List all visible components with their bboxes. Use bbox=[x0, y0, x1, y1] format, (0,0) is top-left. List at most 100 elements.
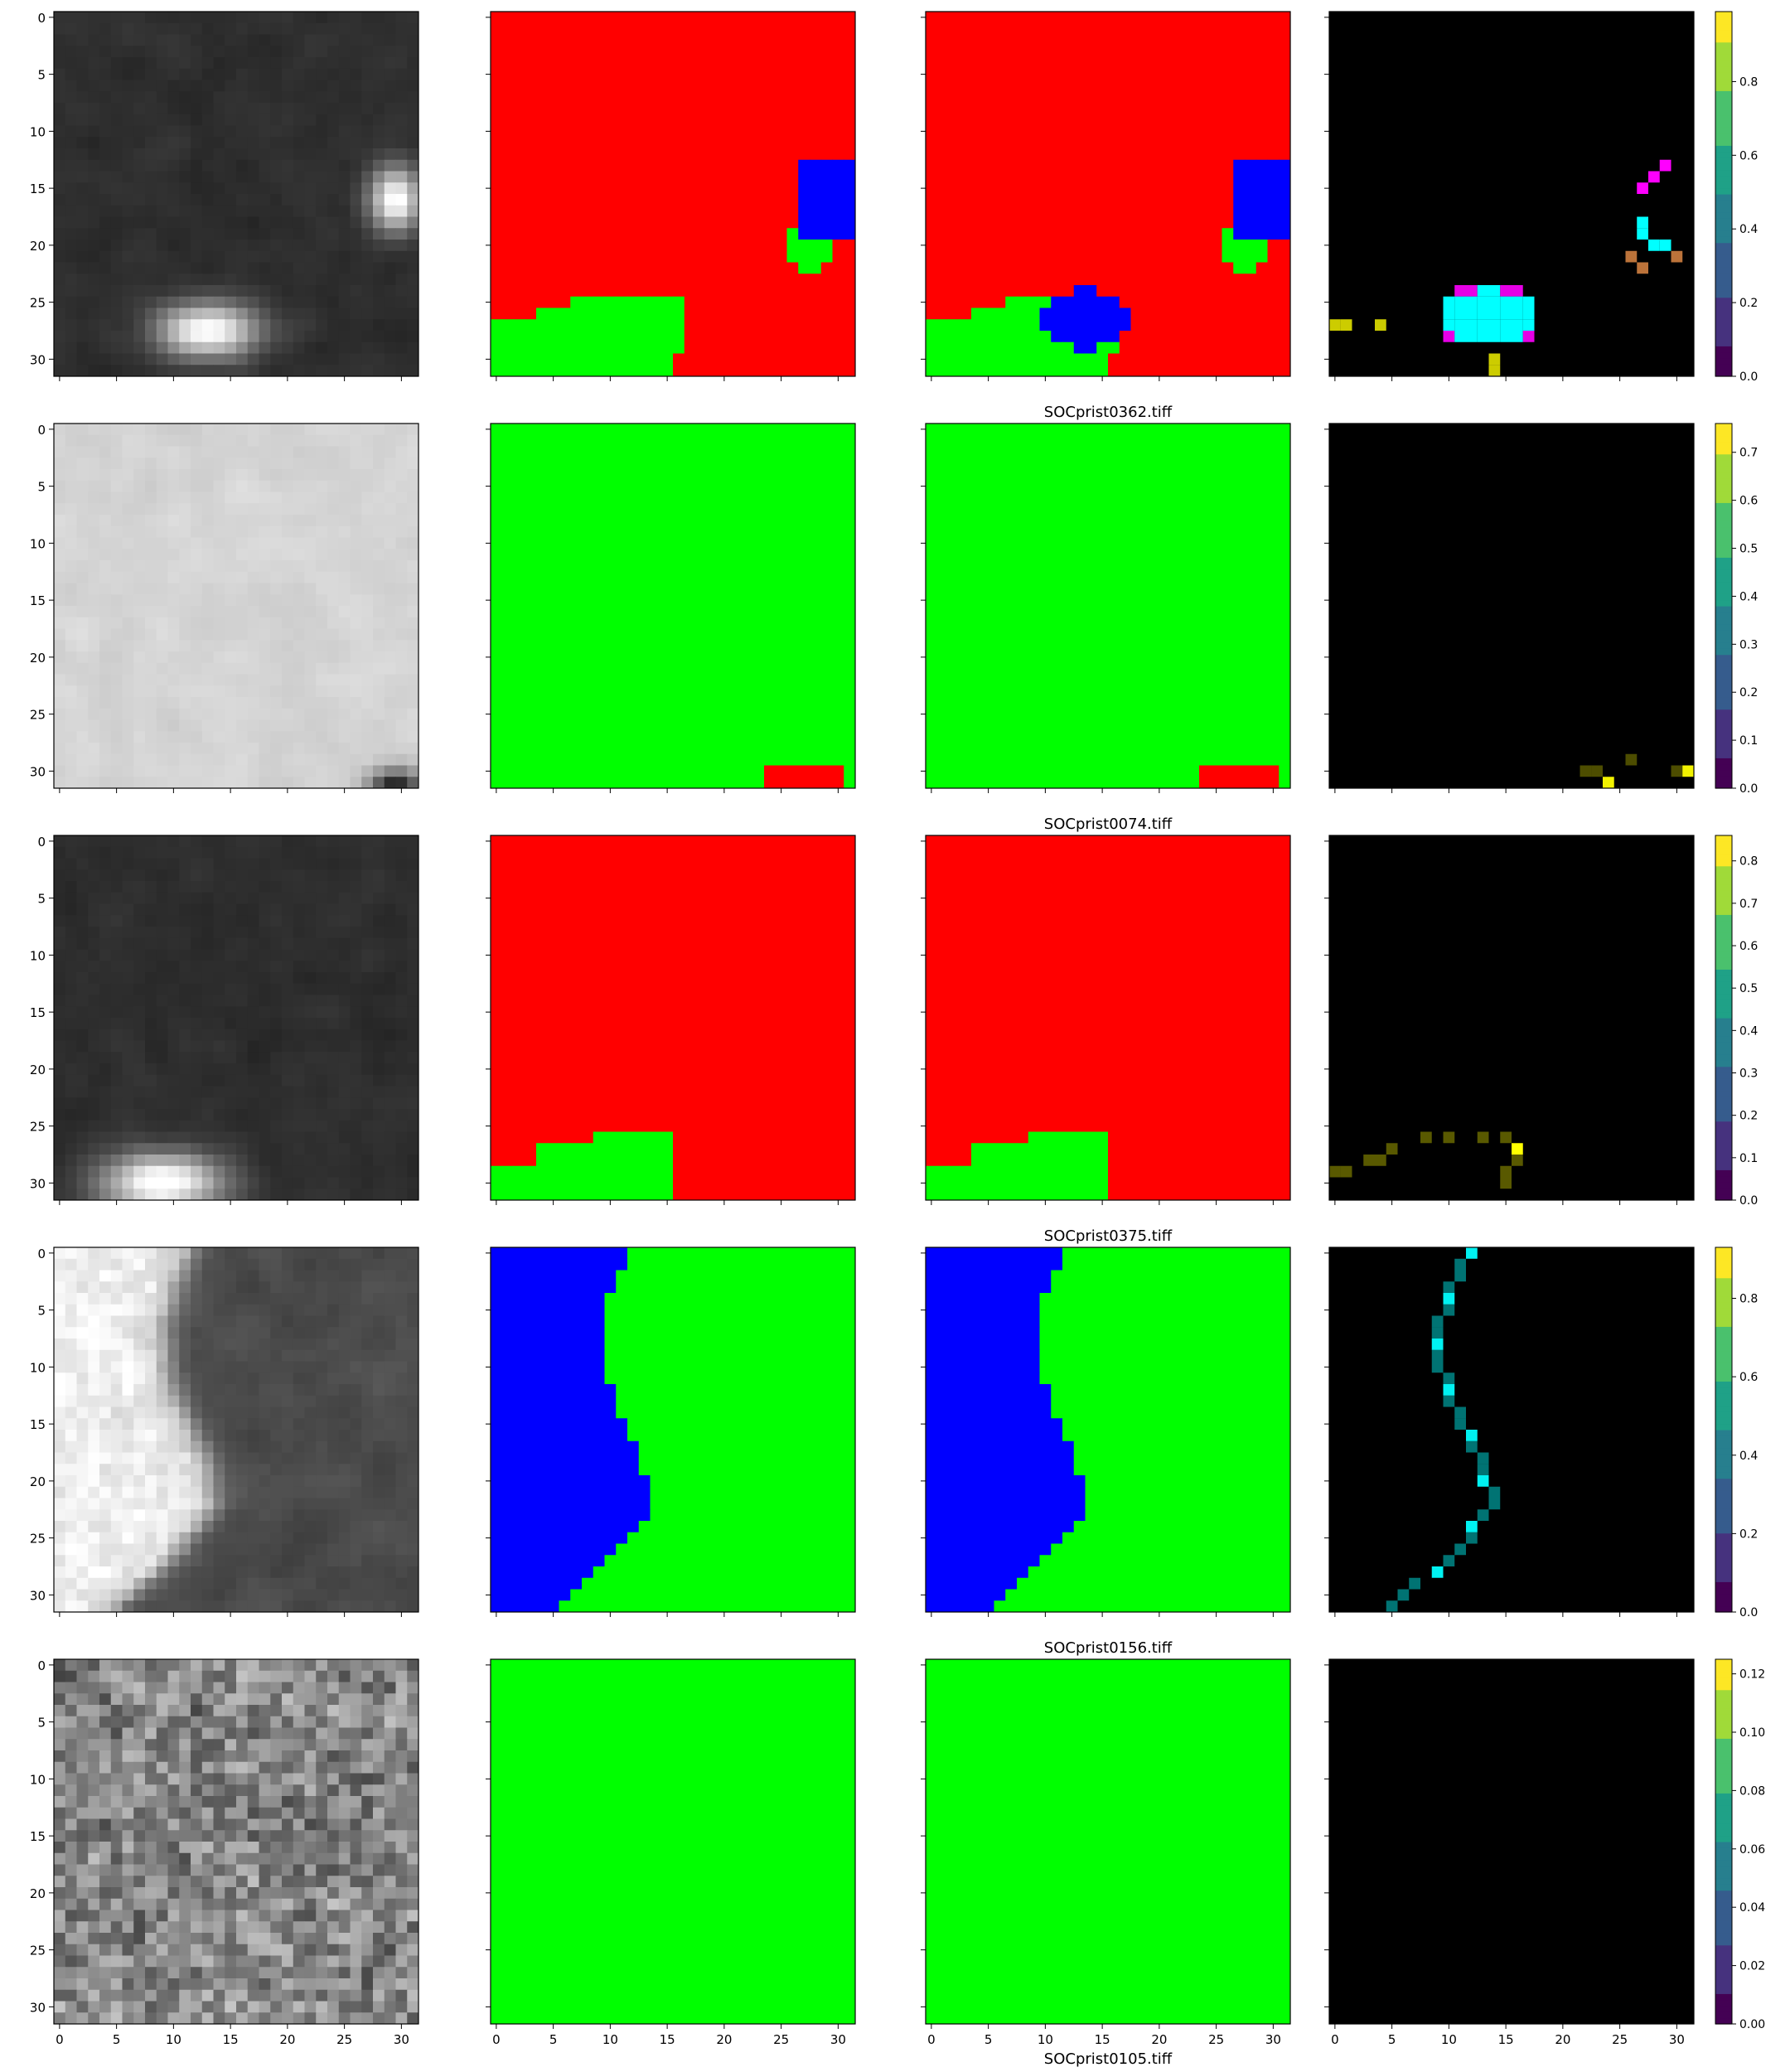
heatmap-cell bbox=[1637, 91, 1649, 104]
heatmap-cell bbox=[1386, 296, 1398, 308]
heatmap-cell bbox=[145, 424, 157, 436]
heatmap-cell bbox=[270, 617, 283, 629]
heatmap-cell bbox=[110, 240, 123, 252]
heatmap-cell bbox=[729, 331, 742, 343]
heatmap-cell bbox=[593, 262, 605, 274]
heatmap-cell bbox=[88, 182, 100, 195]
heatmap-cell bbox=[926, 319, 938, 332]
heatmap-cell bbox=[1580, 341, 1592, 354]
heatmap-cell bbox=[1267, 205, 1280, 217]
heatmap-cell bbox=[247, 651, 259, 664]
heatmap-cell bbox=[604, 22, 617, 35]
heatmap-cell bbox=[201, 424, 214, 436]
heatmap-cell bbox=[1005, 46, 1018, 58]
heatmap-cell bbox=[1409, 80, 1421, 92]
heatmap-cell bbox=[373, 424, 385, 436]
heatmap-cell bbox=[236, 205, 249, 217]
heatmap-cell bbox=[1073, 171, 1086, 183]
heatmap-cell bbox=[225, 240, 237, 252]
heatmap-cell bbox=[350, 353, 362, 366]
heatmap-cell bbox=[122, 341, 134, 354]
heatmap-cell bbox=[316, 365, 328, 377]
heatmap-cell bbox=[65, 434, 77, 447]
heatmap-cell bbox=[236, 171, 249, 183]
heatmap-cell bbox=[99, 182, 112, 195]
heatmap-cell bbox=[88, 571, 100, 583]
heatmap-cell bbox=[844, 91, 856, 104]
heatmap-cell bbox=[338, 91, 351, 104]
heatmap-cell bbox=[832, 307, 844, 320]
heatmap-cell bbox=[201, 549, 214, 561]
heatmap-cell bbox=[236, 285, 249, 298]
heatmap-cell bbox=[1625, 353, 1638, 366]
heatmap-cell bbox=[775, 114, 787, 126]
heatmap-cell bbox=[133, 617, 146, 629]
heatmap-cell bbox=[1375, 125, 1387, 138]
heatmap-cell bbox=[1028, 205, 1040, 217]
heatmap-cell bbox=[225, 628, 237, 641]
heatmap-cell bbox=[1682, 285, 1695, 298]
heatmap-cell bbox=[167, 537, 180, 549]
heatmap-cell bbox=[491, 68, 503, 80]
heatmap-cell bbox=[338, 80, 351, 92]
heatmap-cell bbox=[213, 216, 225, 229]
heatmap-cell bbox=[304, 114, 317, 126]
heatmap-cell bbox=[384, 606, 396, 618]
heatmap-cell bbox=[1613, 205, 1626, 217]
heatmap-cell bbox=[1085, 182, 1097, 195]
heatmap-cell bbox=[1477, 12, 1489, 24]
heatmap-cell bbox=[525, 159, 537, 172]
heatmap-cell bbox=[627, 68, 640, 80]
heatmap-cell bbox=[1591, 46, 1604, 58]
heatmap-cell bbox=[338, 159, 351, 172]
heatmap-cell bbox=[1005, 171, 1018, 183]
heatmap-cell bbox=[156, 91, 168, 104]
heatmap-cell bbox=[1255, 46, 1268, 58]
heatmap-cell bbox=[513, 205, 525, 217]
heatmap-cell bbox=[1267, 103, 1280, 115]
heatmap-cell bbox=[156, 503, 168, 516]
heatmap-cell bbox=[593, 46, 605, 58]
heatmap-cell bbox=[407, 583, 419, 595]
heatmap-cell bbox=[327, 80, 340, 92]
heatmap-cell bbox=[684, 228, 696, 240]
heatmap-cell bbox=[1164, 171, 1177, 183]
heatmap-cell bbox=[99, 537, 112, 549]
heatmap-cell bbox=[1363, 46, 1376, 58]
heatmap-cell bbox=[282, 103, 294, 115]
heatmap-cell bbox=[407, 68, 419, 80]
heatmap-cell bbox=[1431, 171, 1444, 183]
heatmap-cell bbox=[373, 216, 385, 229]
heatmap-cell bbox=[304, 103, 317, 115]
heatmap-cell bbox=[638, 353, 651, 366]
heatmap-cell bbox=[1659, 274, 1671, 286]
heatmap-cell bbox=[752, 171, 765, 183]
heatmap-cell bbox=[1546, 331, 1558, 343]
heatmap-cell bbox=[1017, 274, 1029, 286]
heatmap-cell bbox=[707, 114, 719, 126]
heatmap-cell bbox=[1522, 353, 1535, 366]
heatmap-cell bbox=[407, 114, 419, 126]
heatmap-cell bbox=[994, 331, 1006, 343]
heatmap-cell bbox=[775, 80, 787, 92]
heatmap-cell bbox=[1062, 274, 1075, 286]
heatmap-cell bbox=[327, 285, 340, 298]
heatmap-cell bbox=[99, 216, 112, 229]
heatmap-cell bbox=[304, 296, 317, 308]
heatmap-cell bbox=[54, 491, 66, 504]
heatmap-cell bbox=[247, 307, 259, 320]
heatmap-cell bbox=[122, 617, 134, 629]
heatmap-cell bbox=[1267, 250, 1280, 263]
heatmap-cell bbox=[582, 148, 594, 161]
heatmap-cell bbox=[1409, 228, 1421, 240]
heatmap-cell bbox=[559, 159, 571, 172]
heatmap-cell bbox=[582, 12, 594, 24]
heatmap-cell bbox=[1130, 194, 1143, 206]
heatmap-cell bbox=[179, 341, 191, 354]
heatmap-cell bbox=[1164, 159, 1177, 172]
heatmap-cell bbox=[1625, 46, 1638, 58]
heatmap-cell bbox=[361, 46, 374, 58]
heatmap-cell bbox=[293, 296, 305, 308]
heatmap-cell bbox=[616, 307, 628, 320]
heatmap-cell bbox=[133, 446, 146, 458]
